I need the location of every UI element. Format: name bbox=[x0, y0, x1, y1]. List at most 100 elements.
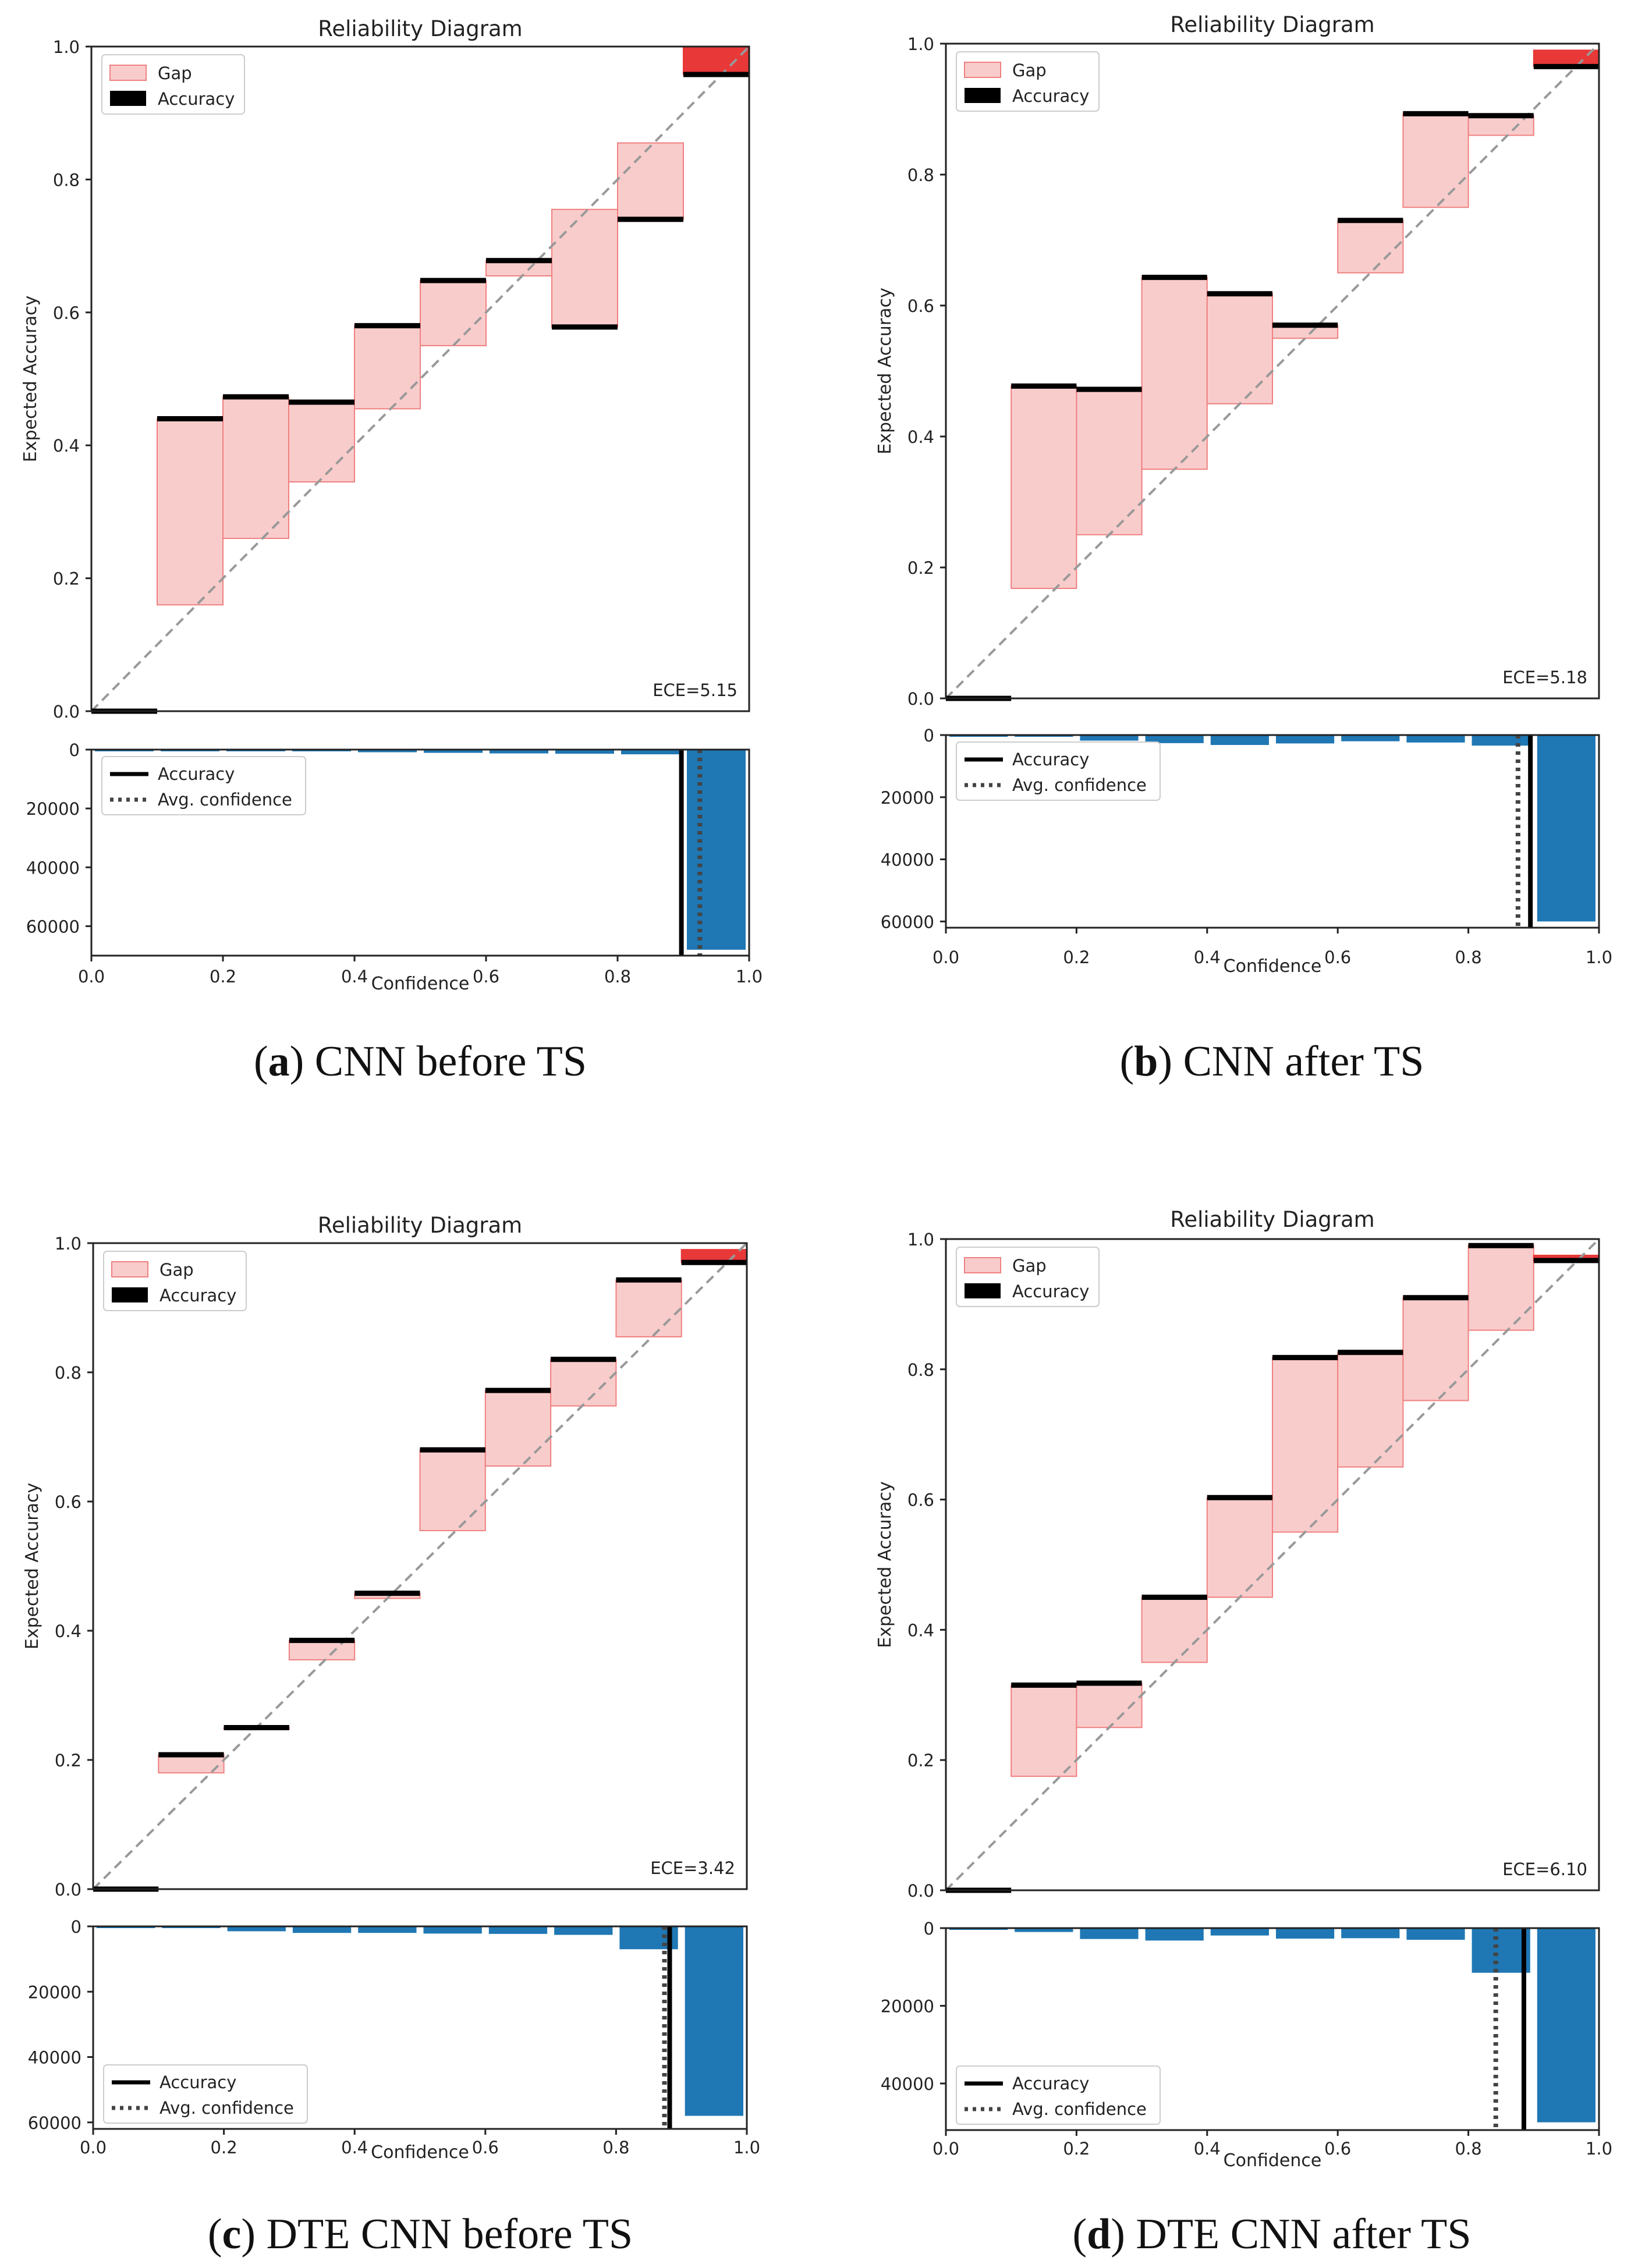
y-tick-label: 0.6 bbox=[907, 296, 934, 316]
hist-x-tick-label: 0.6 bbox=[1324, 947, 1351, 967]
hist-x-tick-label: 0.6 bbox=[472, 2138, 499, 2157]
gap-bar bbox=[1402, 113, 1469, 208]
hist-bar bbox=[1015, 1928, 1073, 1932]
hist-x-tick-label: 0.6 bbox=[473, 967, 499, 986]
hist-bar bbox=[490, 750, 548, 754]
gap-bar bbox=[419, 1449, 486, 1531]
caption-text: DTE CNN after TS bbox=[1136, 2210, 1472, 2258]
hist-y-tick-label: 0 bbox=[924, 1919, 934, 1939]
rel-axes-box bbox=[92, 1242, 748, 1890]
hist-x-tick-label: 1.0 bbox=[736, 967, 763, 986]
hist-bar bbox=[1406, 1928, 1465, 1940]
y-tick-label: 1.0 bbox=[53, 37, 80, 57]
legend-accuracy-label: Accuracy bbox=[159, 1286, 236, 1305]
hist-y-tick-label: 0 bbox=[924, 726, 934, 746]
legend-accuracy-label: Accuracy bbox=[1012, 1282, 1089, 1301]
legend-accuracy-swatch bbox=[965, 1283, 1001, 1298]
caption-text: CNN before TS bbox=[314, 1038, 587, 1085]
ece-label: ECE=5.18 bbox=[1502, 668, 1587, 687]
y-axis-label: Expected Accuracy bbox=[875, 1481, 895, 1648]
y-tick-label: 0.6 bbox=[55, 1492, 81, 1512]
rel-axes-box bbox=[945, 1238, 1600, 1891]
gap-bar bbox=[1206, 293, 1274, 404]
diagonal-line bbox=[945, 1238, 1600, 1891]
legend-frame bbox=[956, 2065, 1161, 2125]
hist-x-tick-label: 0.8 bbox=[604, 967, 631, 986]
hist-bar bbox=[1276, 735, 1335, 744]
ece-label: ECE=6.10 bbox=[1502, 1859, 1587, 1879]
legend-avg-confidence-label: Avg. confidence bbox=[1012, 775, 1147, 795]
gap-bar bbox=[683, 46, 750, 75]
legend-accuracy-label: Accuracy bbox=[159, 2072, 236, 2092]
hist-bar bbox=[685, 1926, 743, 2116]
y-tick-label: 0.2 bbox=[907, 1751, 934, 1770]
hist-x-tick-label: 0.4 bbox=[341, 967, 368, 986]
x-axis-label: Confidence bbox=[371, 2142, 469, 2163]
gap-bar bbox=[1141, 276, 1208, 470]
hist-bar bbox=[1276, 1928, 1335, 1939]
y-tick-label: 1.0 bbox=[907, 1230, 934, 1250]
hist-bar bbox=[1210, 735, 1269, 746]
hist-x-tick-label: 0.2 bbox=[210, 967, 236, 986]
y-tick-label: 0.0 bbox=[907, 689, 934, 709]
hist-bar bbox=[1145, 1928, 1204, 1941]
hist-y-tick-label: 40000 bbox=[28, 2048, 81, 2068]
y-tick-label: 0.8 bbox=[907, 1360, 934, 1380]
hist-x-tick-label: 0.4 bbox=[341, 2138, 368, 2157]
y-tick-label: 0.8 bbox=[907, 165, 934, 185]
hist-bar bbox=[1472, 1928, 1530, 1973]
y-tick-label: 0.2 bbox=[907, 558, 934, 578]
y-axis-label: Expected Accuracy bbox=[875, 288, 895, 454]
hist-bar bbox=[1537, 1928, 1595, 2123]
x-axis-label: Confidence bbox=[1224, 956, 1322, 977]
hist-axes-box bbox=[945, 734, 1600, 929]
hist-x-tick-label: 0.8 bbox=[1455, 2139, 1482, 2159]
y-tick-label: 0.6 bbox=[53, 303, 80, 323]
hist-y-tick-label: 40000 bbox=[881, 2074, 934, 2094]
hist-y-tick-label: 60000 bbox=[26, 917, 80, 936]
hist-x-tick-label: 0.0 bbox=[932, 947, 959, 967]
hist-x-tick-label: 1.0 bbox=[1586, 2139, 1612, 2159]
legend-gap-swatch bbox=[111, 1261, 148, 1277]
hist-x-tick-label: 0.8 bbox=[602, 2138, 629, 2157]
hist-bar bbox=[1341, 1928, 1400, 1939]
gap-bar bbox=[222, 396, 289, 540]
gap-bar bbox=[1010, 385, 1077, 589]
hist-axes-box bbox=[92, 1925, 748, 2130]
gap-bar bbox=[1467, 115, 1534, 136]
hist-x-tick-label: 0.0 bbox=[78, 967, 105, 986]
legend-accuracy-label: Accuracy bbox=[1012, 86, 1089, 106]
y-tick-label: 0.0 bbox=[55, 1880, 81, 1900]
gap-bar bbox=[1402, 1297, 1469, 1401]
y-tick-label: 0.2 bbox=[53, 569, 80, 589]
y-axis-label: Expected Accuracy bbox=[20, 296, 41, 462]
x-axis-label: Confidence bbox=[1224, 2150, 1322, 2171]
ece-label: ECE=5.15 bbox=[653, 680, 738, 700]
gap-bar bbox=[1010, 1684, 1077, 1777]
caption-text: CNN after TS bbox=[1183, 1038, 1424, 1085]
x-axis-label: Confidence bbox=[371, 974, 470, 994]
gap-bar bbox=[550, 1358, 617, 1407]
caption-letter: c bbox=[222, 2210, 242, 2258]
legend-gap-label: Gap bbox=[158, 63, 192, 83]
caption-letter: b bbox=[1134, 1038, 1158, 1085]
hist-bar bbox=[687, 750, 746, 950]
gap-bar bbox=[615, 1279, 682, 1337]
hist-bar bbox=[1537, 735, 1595, 922]
legend-accuracy-swatch bbox=[112, 1287, 148, 1302]
y-tick-label: 0.4 bbox=[55, 1621, 81, 1641]
legend-avg-confidence-label: Avg. confidence bbox=[158, 790, 292, 810]
hist-y-tick-label: 0 bbox=[71, 1917, 81, 1937]
legend-avg-confidence-label: Avg. confidence bbox=[1012, 2099, 1147, 2119]
gap-bar bbox=[1206, 1497, 1274, 1598]
y-tick-label: 1.0 bbox=[907, 34, 934, 54]
hist-bar bbox=[1472, 735, 1530, 746]
chart-title: Reliability Diagram bbox=[318, 16, 522, 41]
gap-bar bbox=[484, 1390, 552, 1467]
hist-bar bbox=[292, 1926, 352, 1933]
hist-bar bbox=[358, 750, 417, 753]
legend-gap-swatch bbox=[109, 65, 147, 81]
hist-axes-box bbox=[90, 748, 750, 957]
hist-bar bbox=[292, 750, 351, 752]
gap-bar bbox=[354, 325, 421, 410]
